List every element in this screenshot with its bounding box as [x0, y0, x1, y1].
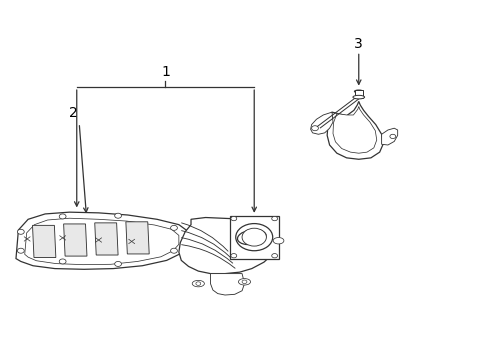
- Polygon shape: [210, 274, 244, 295]
- Polygon shape: [179, 217, 278, 274]
- Circle shape: [389, 134, 395, 139]
- Text: 1: 1: [161, 65, 169, 79]
- Text: 2: 2: [69, 106, 78, 120]
- Ellipse shape: [354, 90, 363, 93]
- Circle shape: [59, 214, 66, 219]
- Circle shape: [230, 216, 236, 221]
- FancyBboxPatch shape: [229, 216, 278, 258]
- Ellipse shape: [192, 280, 204, 287]
- Polygon shape: [332, 107, 376, 153]
- Ellipse shape: [237, 230, 265, 244]
- Circle shape: [59, 259, 66, 264]
- Circle shape: [170, 248, 177, 253]
- FancyBboxPatch shape: [354, 90, 362, 98]
- Circle shape: [271, 253, 277, 258]
- Text: 3: 3: [354, 37, 363, 51]
- Ellipse shape: [273, 238, 284, 244]
- Polygon shape: [381, 128, 397, 145]
- Polygon shape: [125, 222, 149, 254]
- Polygon shape: [310, 112, 332, 134]
- Circle shape: [230, 253, 236, 258]
- Polygon shape: [95, 223, 118, 255]
- Circle shape: [18, 229, 24, 234]
- Circle shape: [196, 282, 201, 285]
- Polygon shape: [16, 212, 188, 269]
- Ellipse shape: [238, 279, 250, 285]
- Circle shape: [18, 248, 24, 253]
- Circle shape: [115, 261, 121, 266]
- Polygon shape: [63, 224, 87, 256]
- Circle shape: [271, 216, 277, 221]
- Circle shape: [242, 280, 246, 284]
- Circle shape: [311, 126, 318, 131]
- Circle shape: [115, 213, 121, 218]
- Polygon shape: [25, 218, 179, 265]
- Circle shape: [170, 225, 177, 230]
- Ellipse shape: [352, 95, 364, 99]
- Polygon shape: [32, 225, 56, 257]
- Polygon shape: [326, 102, 382, 159]
- Ellipse shape: [242, 228, 266, 246]
- Ellipse shape: [235, 224, 272, 251]
